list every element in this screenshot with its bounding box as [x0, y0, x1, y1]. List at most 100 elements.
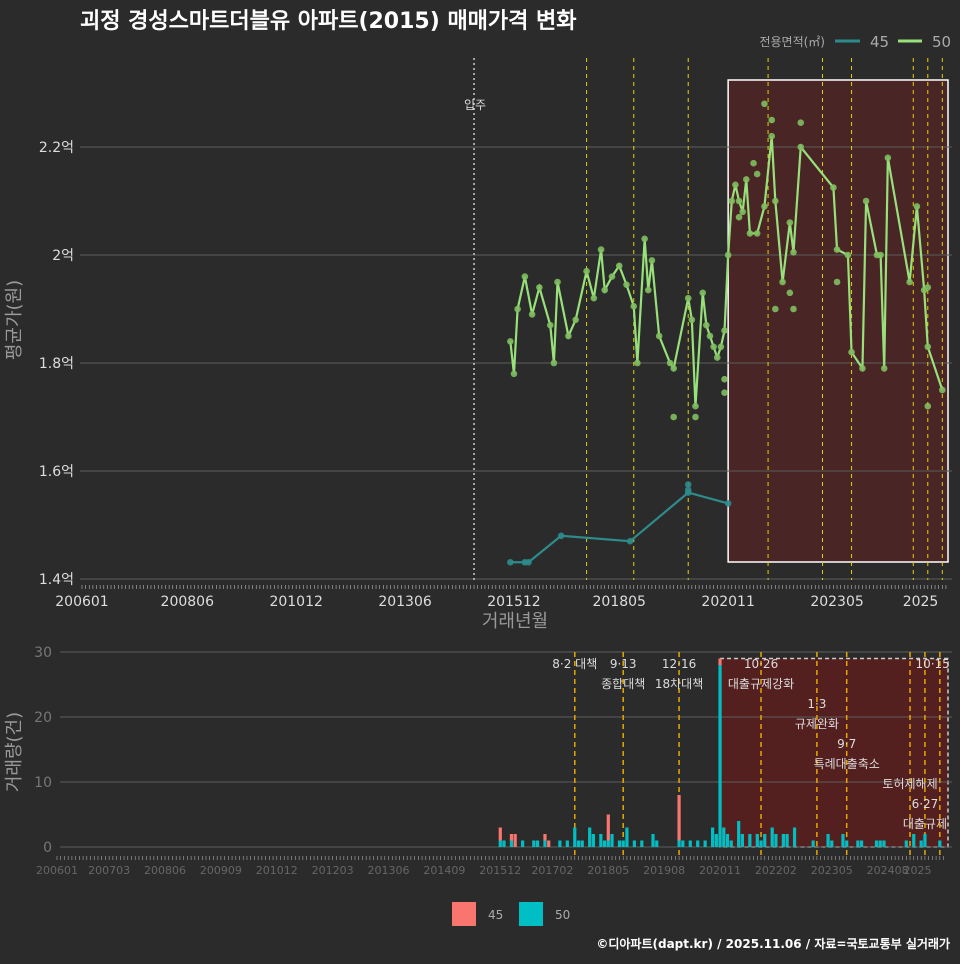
data-point-50: [728, 197, 736, 205]
data-point-50: [746, 230, 754, 237]
data-point-50: [742, 176, 750, 183]
policy-label: 18차대책: [655, 676, 703, 691]
policy-label: 규제완화: [795, 717, 839, 731]
data-point-50: [724, 251, 732, 259]
data-point-50: [630, 303, 638, 310]
data-point-50: [590, 294, 598, 302]
data-point-50: [514, 305, 521, 313]
data-point-50: [761, 203, 768, 210]
data-point-50: [688, 316, 696, 324]
bar-50: [677, 840, 681, 847]
bar-50: [558, 840, 562, 847]
data-point-50: [670, 365, 677, 372]
data-point-50: [717, 343, 725, 351]
data-point-50: [859, 365, 866, 372]
x-tick-label: 202305: [811, 864, 853, 877]
policy-date: 10·26: [744, 657, 778, 671]
data-point-45: [684, 481, 692, 488]
top-x-axis-title: 거래년월: [482, 611, 548, 632]
data-point-50: [684, 294, 692, 302]
data-point-50: [753, 170, 761, 178]
data-point-50: [735, 213, 743, 221]
data-point-50: [510, 370, 518, 378]
bar-45: [513, 834, 517, 847]
y-tick-label: 1.4억: [39, 572, 74, 588]
data-point-45: [684, 486, 692, 494]
data-point-50: [880, 365, 888, 372]
x-tick-label: 200703: [88, 864, 130, 877]
data-point-50: [666, 359, 674, 367]
x-tick-label: 200806: [161, 594, 215, 610]
bar-50: [860, 840, 864, 847]
data-point-50: [507, 338, 514, 345]
bottom-y-axis-title: 거래량(건): [4, 712, 25, 792]
series-line-45: [510, 491, 729, 564]
data-point-50: [692, 402, 699, 410]
bar-50: [770, 827, 774, 847]
bar-50: [740, 834, 744, 847]
bar-50: [580, 840, 584, 847]
data-point-50: [797, 119, 805, 126]
bar-50: [625, 827, 629, 847]
bar-45: [677, 795, 681, 841]
y-tick-label: 30: [34, 645, 52, 661]
bar-50: [774, 834, 778, 847]
x-tick-label: 202305: [810, 594, 863, 610]
bar-50: [688, 840, 692, 847]
data-point-50: [772, 305, 779, 313]
bar-50: [725, 834, 730, 847]
bar-50: [610, 834, 614, 847]
x-tick-label: 202011: [701, 594, 754, 610]
x-tick-label: 200601: [36, 864, 78, 877]
bar-50: [811, 840, 815, 847]
data-point-50: [735, 197, 743, 205]
data-point-50: [779, 278, 786, 286]
legend-title: 전용면적(㎡): [759, 35, 825, 49]
data-point-50: [554, 278, 561, 286]
data-point-50: [565, 332, 572, 340]
data-point-50: [608, 273, 616, 280]
data-point-50: [939, 386, 946, 394]
data-point-50: [833, 246, 841, 253]
bar-50: [576, 840, 581, 847]
data-point-50: [848, 348, 855, 356]
data-point-50: [703, 321, 710, 329]
data-point-50: [732, 181, 739, 189]
bar-50: [632, 840, 636, 847]
data-point-50: [597, 246, 605, 253]
data-point-50: [753, 230, 761, 237]
bar-50: [841, 834, 845, 847]
bar-50: [755, 834, 759, 847]
x-tick-label: 201203: [312, 864, 354, 877]
x-tick-label: 201805: [587, 864, 629, 877]
data-point-45: [626, 537, 634, 545]
policy-label: 대출규제: [903, 817, 947, 831]
bar-50: [714, 834, 718, 847]
bar-50: [919, 840, 923, 847]
data-point-50: [877, 251, 884, 259]
x-tick-label: 201306: [378, 594, 432, 610]
policy-date: 9·13: [610, 657, 637, 671]
bar-50: [792, 827, 797, 847]
bar-50: [904, 840, 908, 847]
data-point-45: [525, 558, 532, 566]
data-point-50: [797, 143, 805, 151]
y-tick-label: 2.2억: [39, 140, 74, 156]
data-point-50: [699, 289, 707, 297]
bar-50: [591, 834, 595, 847]
x-tick-label: 2025: [903, 594, 939, 610]
data-point-50: [521, 273, 529, 280]
x-tick-label: 201805: [593, 594, 646, 610]
x-tick-label: 201409: [423, 864, 465, 877]
bar-50: [785, 834, 789, 847]
bar-50: [521, 840, 525, 847]
x-tick-label: 202202: [755, 864, 797, 877]
x-tick-label: 200806: [144, 864, 186, 877]
x-tick-label: 200909: [200, 864, 242, 877]
data-point-50: [644, 286, 652, 294]
data-point-50: [648, 257, 656, 264]
data-point-50: [761, 100, 768, 108]
bar-50: [588, 827, 592, 847]
data-point-50: [721, 327, 728, 334]
